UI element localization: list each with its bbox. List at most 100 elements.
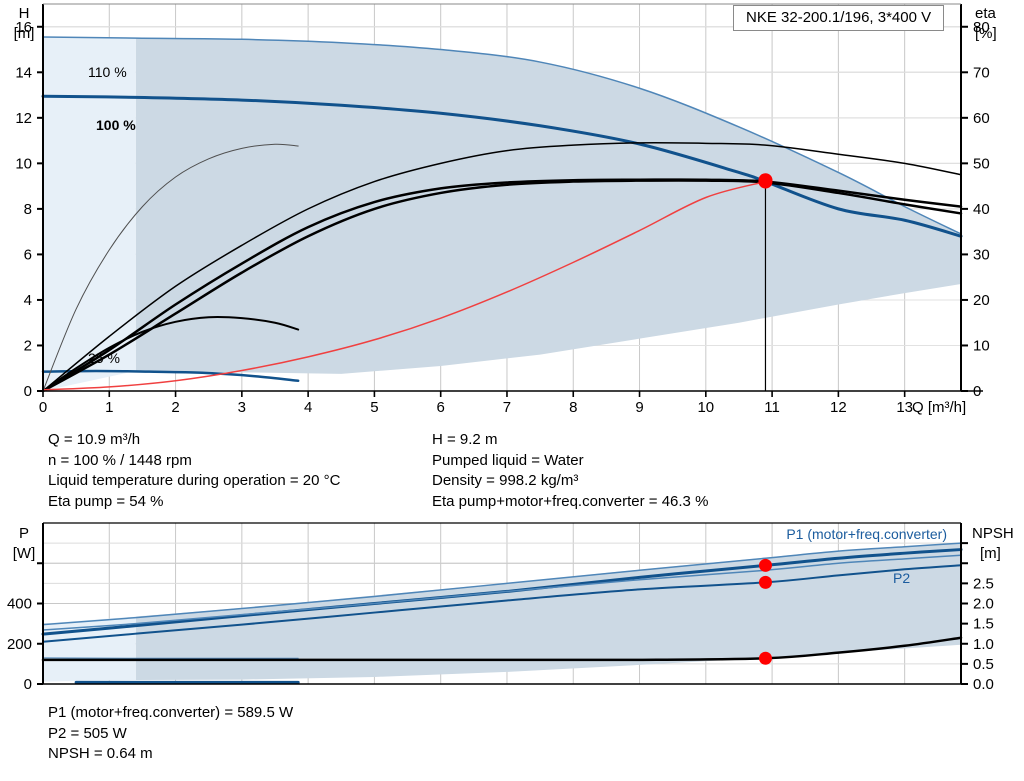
y-tick-label-right: 10 bbox=[973, 337, 990, 354]
envelope-area bbox=[43, 37, 136, 391]
duty-point-info-right: H = 9.2 m Pumped liquid = Water Density … bbox=[432, 430, 708, 512]
y-tick-label-left: 10 bbox=[15, 155, 32, 172]
y-tick-label-right: 40 bbox=[973, 201, 990, 218]
upper-curves bbox=[41, 36, 963, 393]
info-line-q: Q = 10.9 m³/h bbox=[48, 431, 141, 448]
y-tick-label-right: 1.0 bbox=[973, 636, 994, 653]
y-tick-label-right: 0.5 bbox=[973, 656, 994, 673]
y-axis-title-line2: [m] bbox=[14, 25, 35, 42]
curve-line bbox=[42, 142, 962, 392]
upper-envelopes bbox=[43, 37, 962, 391]
y-tick-label-left: 0 bbox=[24, 676, 32, 693]
x-tick-label: 3 bbox=[238, 399, 246, 416]
y-tick-label-right: 70 bbox=[973, 64, 990, 81]
curve-line bbox=[41, 179, 963, 393]
info-line-temperature: Liquid temperature during operation = 20… bbox=[48, 472, 341, 489]
x-tick-label: 5 bbox=[370, 399, 378, 416]
y-tick-label-left: 16 bbox=[15, 19, 32, 36]
x-tick-label: 0 bbox=[39, 399, 47, 416]
y-tick-label-left: 200 bbox=[7, 636, 32, 653]
y-tick-label-right: 30 bbox=[973, 246, 990, 263]
info-line-eta-total: Eta pump+motor+freq.converter = 46.3 % bbox=[432, 492, 709, 510]
x-axis-title: Q [m³/h] bbox=[912, 399, 966, 416]
info-line-h: H = 9.2 m bbox=[432, 431, 498, 448]
y-tick-label-left: 400 bbox=[7, 596, 32, 613]
y-tick-label-right: 0 bbox=[973, 383, 981, 400]
model-title-box: NKE 32-200.1/196, 3*400 V bbox=[733, 5, 945, 31]
info-line-p2: P2 = 505 W bbox=[48, 724, 127, 742]
series-label-p1: P1 (motor+freq.converter) bbox=[786, 526, 947, 542]
x-tick-label: 2 bbox=[171, 399, 179, 416]
info-line-liquid: Pumped liquid = Water bbox=[432, 451, 584, 469]
y-tick-label-left: 0 bbox=[24, 383, 32, 400]
duty-point-marker-p2[interactable] bbox=[758, 575, 772, 589]
y2-axis-title-line1: eta bbox=[975, 5, 997, 22]
y2-axis-title-line1: NPSH bbox=[972, 525, 1014, 542]
info-line-npsh: NPSH = 0.64 m bbox=[48, 745, 153, 762]
curve-line bbox=[42, 316, 300, 392]
curve-label-110: 110 % bbox=[88, 64, 127, 80]
model-title-text: NKE 32-200.1/196, 3*400 V bbox=[746, 9, 932, 26]
y-tick-label-left: 8 bbox=[24, 201, 32, 218]
upper-axes bbox=[37, 3, 983, 397]
x-tick-label: 13 bbox=[896, 399, 913, 416]
y-tick-label-left: 12 bbox=[15, 110, 32, 127]
curve-line bbox=[41, 369, 300, 383]
lower-labels: 0 200 400 0.0 0.5 1.0 1.5 2.0 2.5 P [W] NPSH [m] P1 (… bbox=[7, 525, 1014, 693]
y-tick-label-left: 4 bbox=[24, 292, 32, 309]
x-tick-label: 10 bbox=[697, 399, 714, 416]
y-tick-label-left: 2 bbox=[24, 337, 32, 354]
y-axis-title-line1: P bbox=[19, 525, 29, 542]
y-tick-label-right: 2.0 bbox=[973, 596, 994, 613]
curve-line bbox=[41, 636, 963, 662]
info-line-eta-pump: Eta pump = 54 % bbox=[48, 492, 164, 510]
series-label-p2: P2 bbox=[893, 570, 910, 586]
curve-line bbox=[42, 564, 962, 643]
curve-label-100: 100 % bbox=[96, 117, 136, 133]
duty-point-info-left: Q = 10.9 m³/h n = 100 % / 1448 rpm Liqui… bbox=[48, 430, 340, 512]
x-tick-label: 1 bbox=[105, 399, 113, 416]
y-tick-label-left: 6 bbox=[24, 246, 32, 263]
lower-curves bbox=[41, 542, 963, 684]
curve-line bbox=[42, 180, 767, 391]
curve-line bbox=[42, 36, 962, 235]
y-axis-title-line2: [W] bbox=[13, 545, 36, 562]
info-line-p1: P1 (motor+freq.converter) = 589.5 W bbox=[48, 704, 294, 721]
y2-axis-title-line2: [m] bbox=[980, 545, 1001, 562]
x-tick-label: 9 bbox=[635, 399, 643, 416]
x-tick-label: 8 bbox=[569, 399, 577, 416]
envelope-area bbox=[135, 38, 962, 374]
x-tick-label: 12 bbox=[830, 399, 847, 416]
curve-line bbox=[42, 542, 962, 626]
y-axis-title-line1: H bbox=[19, 5, 30, 22]
curve-line bbox=[41, 178, 963, 393]
y-tick-label-right: 80 bbox=[973, 19, 990, 36]
duty-point-marker-p1[interactable] bbox=[758, 558, 772, 572]
x-tick-label: 6 bbox=[437, 399, 445, 416]
y-tick-label-right: 60 bbox=[973, 110, 990, 127]
y-tick-label-right: 0.0 bbox=[973, 676, 994, 693]
duty-point-marker-head[interactable] bbox=[758, 174, 773, 189]
lower-axes bbox=[37, 522, 968, 685]
curve-line bbox=[41, 94, 963, 238]
y-tick-label-right: 50 bbox=[973, 155, 990, 172]
x-tick-label: 11 bbox=[764, 399, 780, 416]
y-tick-label-right: 2.5 bbox=[973, 575, 994, 592]
y-tick-label-left: 14 bbox=[15, 64, 32, 81]
curve-label-25: 25 % bbox=[88, 350, 120, 366]
info-line-density: Density = 998.2 kg/m³ bbox=[432, 472, 579, 489]
y-tick-label-right: 1.5 bbox=[973, 616, 994, 633]
curve-line bbox=[42, 143, 299, 392]
duty-point-marker-npsh[interactable] bbox=[758, 651, 772, 665]
y2-axis-title-line2: [%] bbox=[975, 25, 997, 42]
envelope-area bbox=[135, 542, 962, 680]
x-tick-label: 4 bbox=[304, 399, 312, 416]
y-tick-label-right: 20 bbox=[973, 292, 990, 309]
info-line-speed: n = 100 % / 1448 rpm bbox=[48, 451, 192, 469]
x-tick-label: 7 bbox=[503, 399, 511, 416]
power-npsh-chart: 0 200 400 0.0 0.5 1.0 1.5 2.0 2.5 P [W] NPSH [m] P1 (… bbox=[7, 522, 1014, 693]
power-info-block: P1 (motor+freq.converter) = 589.5 W P2 =… bbox=[48, 703, 293, 765]
